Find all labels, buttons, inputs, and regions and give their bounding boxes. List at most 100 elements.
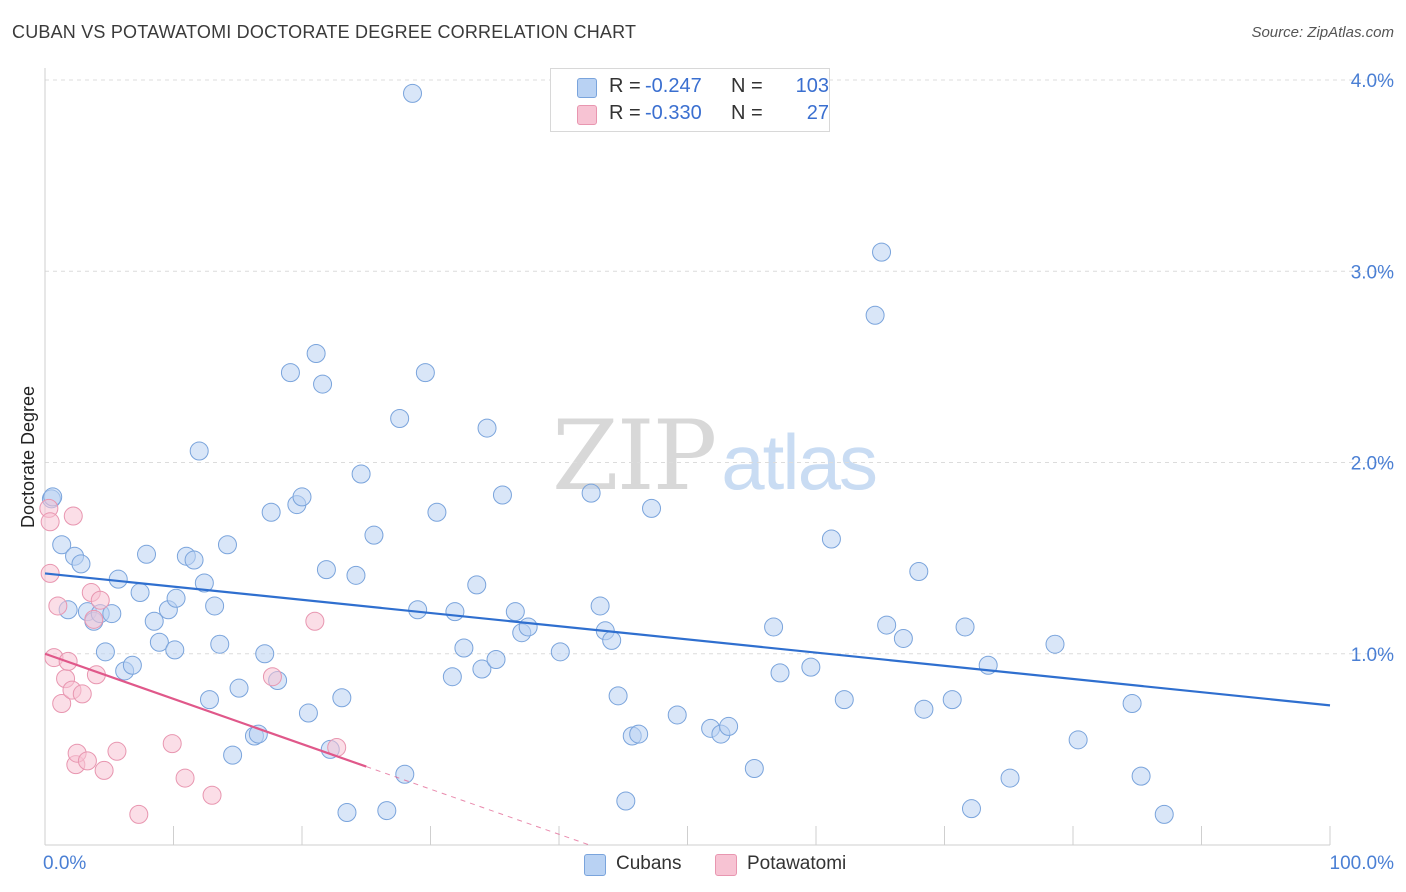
cubans-point bbox=[316, 560, 336, 580]
y-tick-label: 1.0% bbox=[1351, 645, 1394, 666]
cubans-point bbox=[223, 745, 243, 765]
cubans-point bbox=[377, 801, 397, 821]
bottom-legend-potawatomi: Potawatomi bbox=[715, 852, 865, 878]
cubans-point bbox=[893, 628, 913, 648]
cubans-point bbox=[505, 602, 525, 622]
y-tick-label: 4.0% bbox=[1351, 71, 1394, 92]
cubans-point bbox=[608, 686, 628, 706]
legend-r-label: R = bbox=[609, 102, 641, 124]
legend-box: R = -0.247 N = 103 R = -0.330 N = 27 bbox=[550, 68, 830, 132]
potawatomi-point bbox=[77, 751, 97, 771]
cubans-point bbox=[1122, 693, 1142, 713]
tick-layer: 1.0% 2.0% 3.0% 4.0% bbox=[173, 71, 1394, 845]
cubans-point bbox=[122, 655, 142, 675]
axis-layer bbox=[44, 68, 1330, 846]
trend-layer bbox=[44, 572, 1331, 846]
cubans-point bbox=[189, 441, 209, 461]
cubans-point bbox=[130, 583, 150, 603]
y-tick-label: 2.0% bbox=[1351, 454, 1394, 475]
x-tick-label-max: 100.0% bbox=[1330, 853, 1395, 874]
legend-r-label: R = bbox=[609, 75, 641, 97]
legend-n-value: 103 bbox=[795, 75, 829, 97]
watermark-zip: ZIP bbox=[552, 400, 717, 512]
cubans-point bbox=[149, 632, 169, 652]
cubans-point bbox=[332, 688, 352, 708]
cubans-point bbox=[961, 799, 981, 819]
cubans-point bbox=[408, 600, 428, 620]
potawatomi-points bbox=[39, 498, 347, 824]
cubans-point bbox=[166, 588, 186, 608]
potawatomi-swatch bbox=[577, 105, 597, 125]
cubans-point bbox=[351, 464, 371, 484]
cubans-point bbox=[445, 602, 465, 622]
cubans-point bbox=[581, 483, 601, 503]
cubans-point bbox=[395, 764, 415, 784]
cubans-point bbox=[144, 611, 164, 631]
cubans-point bbox=[280, 363, 300, 383]
cubans-point bbox=[194, 573, 214, 593]
cubans-point bbox=[210, 634, 230, 654]
cubans-point bbox=[477, 418, 497, 438]
cubans-point bbox=[550, 642, 570, 662]
cubans-point bbox=[95, 642, 115, 662]
cubans-point bbox=[1000, 768, 1020, 788]
cubans-point bbox=[492, 485, 512, 505]
potawatomi-legend-swatch bbox=[715, 854, 737, 876]
cubans-point bbox=[71, 554, 91, 574]
potawatomi-trend-line bbox=[44, 652, 367, 768]
cubans-point bbox=[472, 659, 492, 679]
legend-n-label: N = bbox=[731, 102, 763, 124]
cubans-point bbox=[337, 802, 357, 822]
potawatomi-point bbox=[162, 734, 182, 754]
cubans-point bbox=[390, 409, 410, 429]
cubans-legend-swatch bbox=[584, 854, 606, 876]
cubans-point bbox=[834, 690, 854, 710]
cubans-point bbox=[486, 649, 506, 669]
potawatomi-point bbox=[262, 667, 282, 687]
cubans-point bbox=[629, 724, 649, 744]
cubans-point bbox=[415, 363, 435, 383]
cubans-point bbox=[914, 699, 934, 719]
cubans-point bbox=[205, 596, 225, 616]
potawatomi-point bbox=[40, 512, 60, 532]
cubans-point bbox=[872, 242, 892, 262]
legend-n-value: 27 bbox=[806, 102, 829, 124]
cubans-point bbox=[229, 678, 249, 698]
cubans-point bbox=[719, 716, 739, 736]
potawatomi-point bbox=[94, 760, 114, 780]
cubans-point bbox=[518, 617, 538, 637]
cubans-point bbox=[102, 604, 122, 624]
potawatomi-point bbox=[107, 741, 127, 761]
cubans-point bbox=[770, 663, 790, 683]
cubans-point bbox=[667, 705, 687, 725]
cubans-point bbox=[108, 569, 128, 589]
cubans-point bbox=[306, 343, 326, 363]
cubans-point bbox=[364, 525, 384, 545]
potawatomi-point bbox=[129, 804, 149, 824]
potawatomi-point bbox=[175, 768, 195, 788]
cubans-point bbox=[1131, 766, 1151, 786]
cubans-point bbox=[1154, 804, 1174, 824]
cubans-point bbox=[442, 667, 462, 687]
cubans-point bbox=[292, 487, 312, 507]
cubans-point bbox=[801, 657, 821, 677]
y-axis-label: Doctorate Degree bbox=[18, 386, 38, 528]
cubans-point bbox=[865, 305, 885, 325]
cubans-point bbox=[165, 640, 185, 660]
cubans-point bbox=[744, 759, 764, 778]
cubans-point bbox=[602, 630, 622, 650]
cubans-point bbox=[1045, 634, 1065, 654]
cubans-swatch bbox=[577, 78, 597, 98]
potawatomi-point bbox=[63, 506, 83, 526]
cubans-point bbox=[942, 690, 962, 710]
cubans-point bbox=[821, 529, 841, 549]
cubans-point bbox=[255, 644, 275, 664]
legend-n-label: N = bbox=[731, 75, 763, 97]
cubans-point bbox=[298, 703, 318, 723]
bottom-legend-cubans: Cubans bbox=[584, 852, 694, 878]
cubans-legend-label: Cubans bbox=[616, 853, 682, 874]
cubans-point bbox=[313, 374, 333, 394]
potawatomi-point bbox=[48, 596, 68, 616]
chart-title: CUBAN VS POTAWATOMI DOCTORATE DEGREE COR… bbox=[12, 22, 637, 42]
cubans-point bbox=[590, 596, 610, 616]
